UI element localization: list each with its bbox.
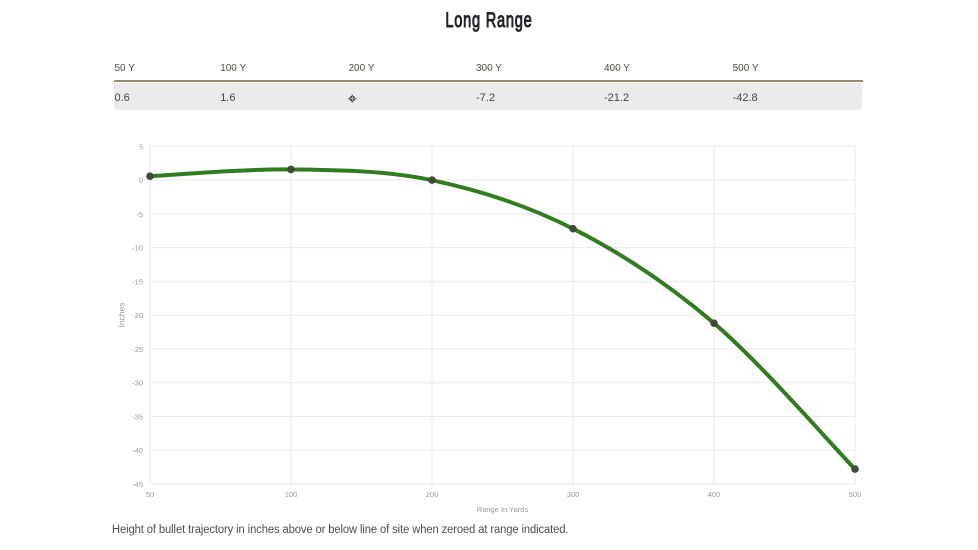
svg-text:-25: -25 bbox=[132, 345, 143, 354]
svg-text:-40: -40 bbox=[132, 446, 143, 455]
svg-text:5: 5 bbox=[139, 142, 143, 151]
svg-text:500: 500 bbox=[849, 490, 862, 499]
svg-text:-35: -35 bbox=[132, 413, 143, 422]
svg-text:200: 200 bbox=[426, 490, 439, 499]
svg-text:300: 300 bbox=[567, 490, 580, 499]
svg-text:-45: -45 bbox=[132, 480, 143, 489]
svg-text:100: 100 bbox=[285, 490, 298, 499]
svg-text:0: 0 bbox=[139, 176, 143, 185]
svg-text:-30: -30 bbox=[132, 379, 143, 388]
svg-text:Inches: Inches bbox=[117, 302, 127, 327]
svg-text:Range In Yards: Range In Yards bbox=[477, 505, 529, 514]
svg-text:-5: -5 bbox=[136, 210, 143, 219]
svg-text:-15: -15 bbox=[132, 277, 143, 286]
svg-text:-20: -20 bbox=[132, 311, 143, 320]
svg-text:-10: -10 bbox=[132, 244, 143, 253]
svg-text:400: 400 bbox=[708, 490, 721, 499]
svg-text:50: 50 bbox=[146, 490, 154, 499]
